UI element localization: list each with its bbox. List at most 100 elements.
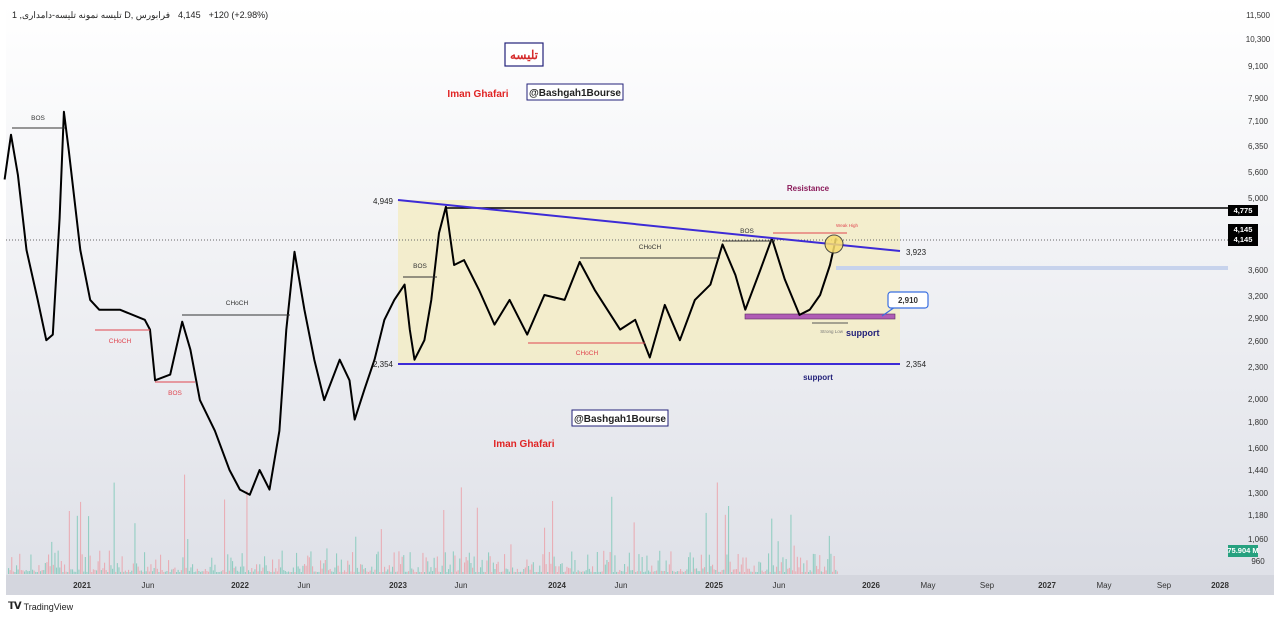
- volume-bar: [499, 572, 501, 574]
- volume-bar: [409, 552, 411, 574]
- handle-watermark-2: @Bashgah1Bourse: [574, 414, 666, 425]
- volume-bar: [198, 571, 200, 574]
- volume-bar: [240, 566, 242, 574]
- volume-bar: [144, 552, 146, 574]
- volume-bar: [139, 570, 141, 574]
- volume-tag: 75.904 M: [1227, 546, 1258, 555]
- volume-bar: [248, 570, 250, 574]
- y-tick-label: 2,300: [1248, 363, 1269, 372]
- volume-bar: [790, 514, 792, 574]
- volume-bar: [516, 568, 518, 574]
- volume-bar: [334, 567, 336, 574]
- volume-bar: [808, 572, 810, 574]
- volume-bar: [534, 572, 536, 574]
- volume-bar: [603, 550, 605, 574]
- x-tick-label: 2024: [548, 581, 566, 590]
- x-tick-label: 2025: [705, 581, 723, 590]
- volume-bar: [110, 565, 112, 574]
- volume-bar: [528, 566, 530, 574]
- volume-bar: [760, 562, 762, 574]
- symbol-title[interactable]: 1 ,تلیسه نمونه تلیسه-دامداری D, فرابورس: [12, 10, 171, 20]
- volume-bar: [512, 567, 514, 574]
- volume-bar: [648, 570, 650, 574]
- volume-bar: [537, 572, 539, 574]
- volume-bar: [625, 572, 627, 574]
- volume-bar: [809, 570, 811, 574]
- volume-bar: [744, 572, 746, 574]
- volume-bar: [100, 570, 102, 574]
- volume-bar: [99, 550, 101, 574]
- y-tick-label: 7,900: [1248, 94, 1269, 103]
- volume-bar: [35, 571, 37, 574]
- volume-bar: [520, 571, 522, 574]
- x-tick-label: 2028: [1211, 581, 1229, 590]
- volume-bar: [444, 552, 446, 574]
- resistance-label: Resistance: [787, 184, 830, 193]
- volume-bar: [448, 569, 450, 574]
- volume-bar: [80, 501, 82, 574]
- volume-bar: [624, 564, 626, 574]
- volume-bar: [164, 571, 166, 574]
- volume-bar: [64, 564, 66, 574]
- volume-bar: [776, 566, 778, 574]
- volume-bar: [649, 571, 651, 574]
- volume-bar: [643, 572, 645, 574]
- structure-label-choch: CHoCH: [226, 300, 249, 307]
- volume-bar: [142, 571, 144, 574]
- volume-bar: [92, 569, 94, 574]
- volume-bar: [550, 563, 552, 574]
- volume-bar: [825, 570, 827, 574]
- time-axis[interactable]: [6, 575, 1274, 595]
- volume-bar: [702, 568, 704, 574]
- volume-bar: [507, 569, 509, 574]
- volume-bar: [734, 569, 736, 574]
- y-tick-label: 960: [1251, 557, 1265, 566]
- volume-bar: [163, 572, 165, 574]
- volume-bar: [473, 556, 475, 574]
- volume-bar: [656, 570, 658, 574]
- volume-bar: [521, 571, 523, 574]
- volume-bar: [332, 571, 334, 574]
- volume-bar: [494, 569, 496, 574]
- volume-bar: [764, 571, 766, 574]
- volume-bar: [260, 571, 262, 574]
- volume-bar: [225, 572, 227, 574]
- volume-bar: [214, 564, 216, 574]
- volume-bar: [302, 565, 304, 574]
- y-tick-label: 5,000: [1248, 194, 1269, 203]
- volume-bar: [257, 571, 259, 574]
- volume-bar: [345, 571, 347, 574]
- tradingview-footer[interactable]: 𝗧𝗩 TradingView: [8, 601, 73, 612]
- volume-bar: [454, 555, 456, 574]
- volume-bar: [712, 564, 714, 574]
- volume-bar: [745, 557, 747, 574]
- volume-bar: [196, 568, 198, 574]
- volume-bar: [312, 566, 314, 574]
- volume-bar: [152, 571, 154, 574]
- volume-bar: [700, 554, 702, 574]
- volume-bar: [412, 569, 414, 574]
- volume-bar: [62, 572, 64, 574]
- x-tick-label: 2021: [73, 581, 91, 590]
- volume-bar: [169, 572, 171, 574]
- volume-bar: [300, 572, 302, 574]
- volume-bar: [798, 567, 800, 574]
- volume-bar: [384, 566, 386, 574]
- volume-bar: [275, 568, 277, 574]
- volume-bar: [691, 571, 693, 574]
- volume-bar: [331, 571, 333, 574]
- volume-bar: [347, 560, 349, 574]
- volume-bar: [97, 561, 99, 574]
- volume-bar: [376, 554, 378, 574]
- volume-bar: [342, 572, 344, 574]
- volume-bar: [787, 568, 789, 574]
- volume-bar: [116, 563, 118, 574]
- volume-bar: [358, 571, 360, 574]
- volume-bar: [52, 564, 54, 574]
- volume-bar: [657, 560, 659, 574]
- price-axis[interactable]: [1228, 4, 1274, 575]
- volume-bar: [435, 567, 437, 574]
- volume-bar: [619, 570, 621, 574]
- annotations: BOS CHoCH BOS CHoCH BOS CHoCH CHoCH BOS Weak Hig…: [3, 42, 1228, 496]
